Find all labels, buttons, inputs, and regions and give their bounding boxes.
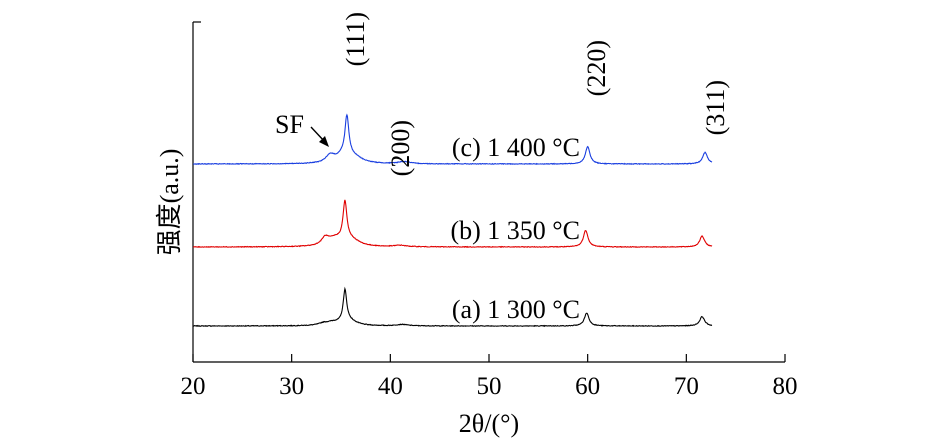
x-ticks: 20 30 40 50 60 70 80 (181, 354, 798, 400)
series-line (192, 199, 713, 249)
series-line (193, 113, 713, 166)
series-label: (c) 1 400 °C (452, 133, 580, 162)
series-line (192, 286, 713, 328)
x-tick-label: 80 (773, 373, 798, 400)
peak-label: (200) (386, 120, 415, 176)
x-tick-label: 30 (279, 373, 304, 400)
x-tick-label: 60 (575, 373, 600, 400)
series-layer: (a) 1 300 °C (b) 1 350 °C (c) 1 400 °C (192, 113, 713, 328)
sf-arrow-head (319, 136, 329, 147)
peak-label: (220) (582, 40, 611, 96)
x-tick-label: 70 (674, 373, 699, 400)
y-axis-label: 强度(a.u.) (155, 149, 184, 256)
series-label: (b) 1 350 °C (450, 216, 580, 245)
peak-label: (111) (341, 12, 370, 66)
x-tick-label: 40 (378, 373, 403, 400)
annotation-layer: (111) (200) (220) (311) SF (275, 12, 730, 176)
x-tick-label: 50 (477, 373, 502, 400)
sf-label: SF (275, 110, 304, 139)
x-tick-label: 20 (181, 373, 206, 400)
x-axis-label: 2θ/(°) (459, 409, 519, 438)
series-label: (a) 1 300 °C (452, 295, 580, 324)
peak-label: (311) (701, 80, 730, 135)
